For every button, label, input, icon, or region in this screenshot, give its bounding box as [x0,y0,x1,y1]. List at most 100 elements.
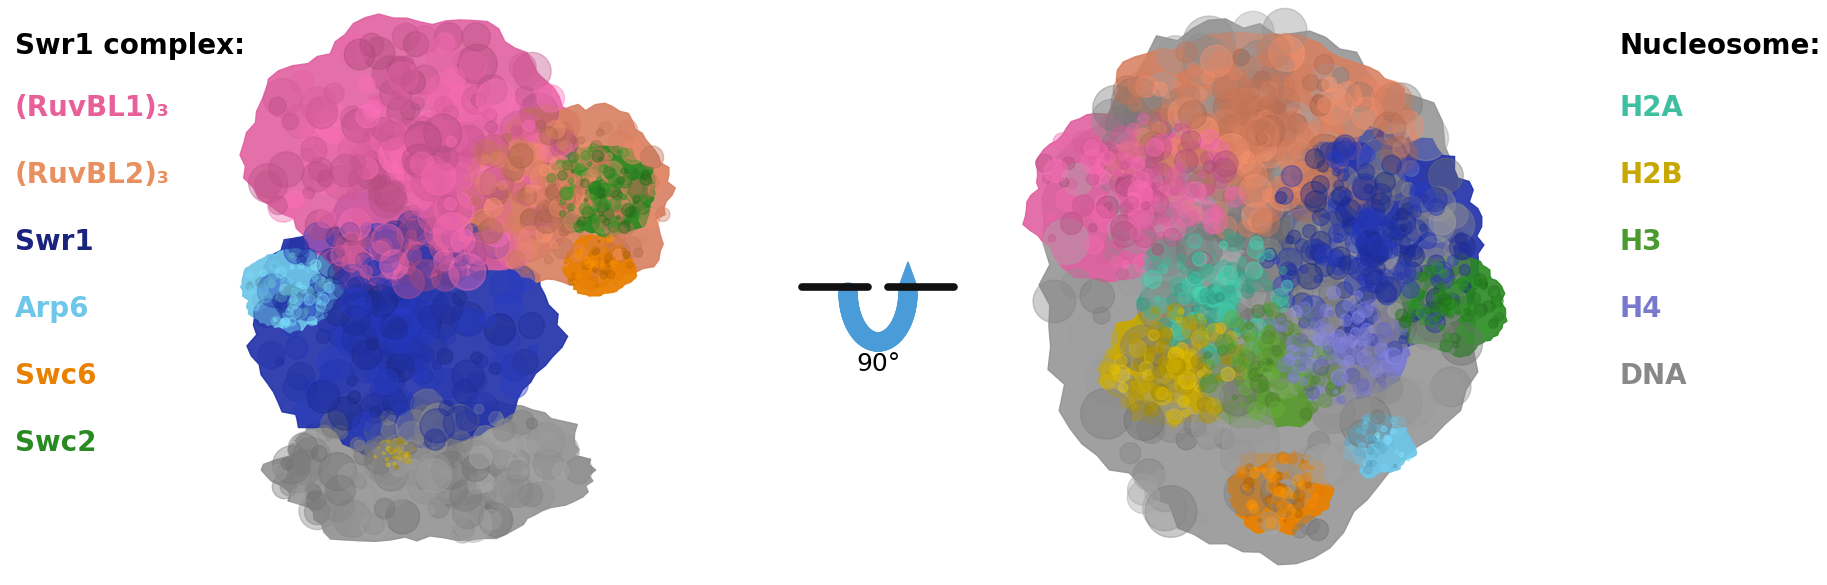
Circle shape [1246,338,1257,349]
Circle shape [477,80,515,118]
Circle shape [1242,56,1279,93]
Circle shape [1178,70,1191,83]
Circle shape [1301,459,1304,463]
Circle shape [1094,143,1107,156]
Circle shape [435,97,453,115]
Circle shape [1158,342,1171,355]
Circle shape [287,299,298,308]
Circle shape [590,205,597,211]
Circle shape [1425,266,1436,277]
Circle shape [1378,452,1381,456]
Circle shape [1144,303,1160,319]
Circle shape [621,174,630,183]
Circle shape [1348,369,1356,377]
Circle shape [356,285,382,312]
Circle shape [1164,375,1182,393]
Circle shape [1199,170,1206,178]
Circle shape [1250,135,1277,161]
Circle shape [1262,467,1273,479]
Circle shape [1447,301,1456,309]
Circle shape [1336,156,1348,168]
Circle shape [1116,149,1138,171]
Circle shape [471,471,493,493]
Circle shape [406,443,417,454]
Circle shape [1378,254,1425,301]
Circle shape [402,280,422,301]
Circle shape [594,270,596,273]
Circle shape [345,305,358,317]
Circle shape [459,183,484,209]
Circle shape [384,468,395,479]
Circle shape [1337,442,1367,470]
Circle shape [1191,331,1208,348]
Circle shape [404,460,407,463]
Circle shape [395,297,413,315]
Circle shape [1308,263,1325,280]
Circle shape [1306,246,1319,259]
Circle shape [1239,243,1288,292]
Circle shape [1118,180,1136,199]
Circle shape [360,33,384,57]
Circle shape [1290,305,1303,318]
Circle shape [1279,455,1290,464]
Circle shape [1264,497,1272,504]
Circle shape [281,285,289,294]
Circle shape [1294,322,1337,368]
Circle shape [1182,37,1231,85]
Circle shape [1370,425,1376,431]
Circle shape [576,252,583,259]
Circle shape [1286,161,1323,199]
Circle shape [402,70,426,94]
Circle shape [438,400,455,415]
Circle shape [1262,348,1273,358]
Circle shape [585,183,608,207]
Circle shape [1372,80,1405,114]
Circle shape [1129,333,1140,343]
Circle shape [1217,345,1228,355]
Circle shape [1474,309,1484,319]
Circle shape [521,155,543,177]
Circle shape [378,122,406,150]
Circle shape [343,39,375,70]
Circle shape [1215,146,1251,183]
Circle shape [563,188,574,200]
Circle shape [618,120,638,140]
Circle shape [433,361,442,370]
Circle shape [1241,473,1244,477]
Circle shape [1220,118,1253,150]
Circle shape [404,472,418,486]
Circle shape [586,151,608,174]
Circle shape [473,140,499,164]
Circle shape [639,195,647,203]
Circle shape [362,512,387,539]
Circle shape [1283,278,1314,308]
Circle shape [1206,320,1217,331]
Circle shape [402,261,415,274]
Circle shape [318,294,329,305]
Circle shape [484,314,515,345]
Circle shape [1200,143,1213,157]
Circle shape [1259,114,1288,142]
Circle shape [1334,323,1368,357]
Circle shape [400,336,429,365]
Circle shape [402,459,424,481]
Circle shape [1339,339,1345,346]
Circle shape [1206,344,1215,352]
Circle shape [1272,261,1290,280]
Circle shape [559,140,572,153]
Circle shape [1438,294,1451,307]
Circle shape [510,53,535,80]
Circle shape [1169,357,1186,376]
Circle shape [1246,287,1283,322]
Circle shape [1357,274,1367,284]
Circle shape [457,44,497,84]
Circle shape [1056,188,1080,212]
Circle shape [1195,353,1244,402]
Circle shape [449,141,481,173]
Circle shape [1266,337,1277,347]
Circle shape [431,292,462,324]
Circle shape [1146,227,1186,266]
Circle shape [287,278,292,283]
Circle shape [1241,362,1259,379]
Circle shape [417,227,433,243]
